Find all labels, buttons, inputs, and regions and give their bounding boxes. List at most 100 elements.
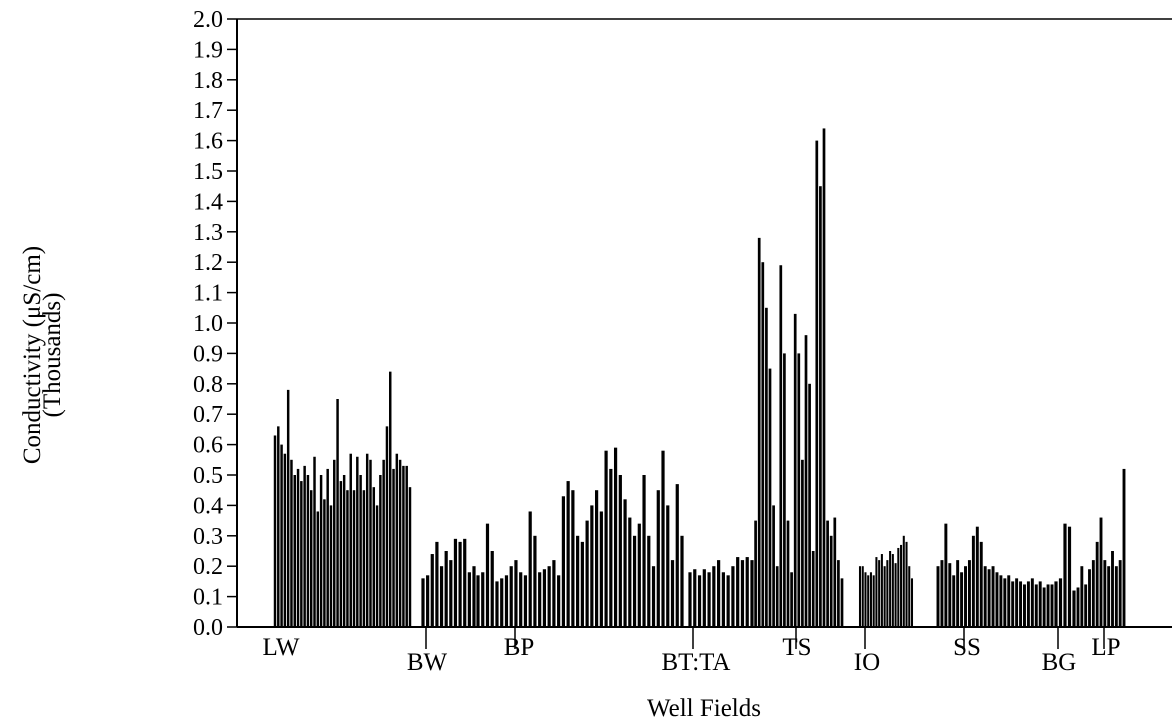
bar-ts xyxy=(815,140,819,627)
bar-ts xyxy=(808,383,811,627)
bar-bp xyxy=(680,535,684,627)
bar-lw xyxy=(379,475,382,627)
y-axis-title: Conductivity (μS/cm) xyxy=(19,246,46,464)
bar-btta xyxy=(721,572,725,627)
bar-io xyxy=(861,566,864,627)
bar-ss xyxy=(999,575,1003,627)
y-tick-label: 1.7 xyxy=(193,98,223,124)
bar-io xyxy=(910,578,914,627)
bar-bp xyxy=(476,575,480,627)
bar-ss xyxy=(964,566,967,627)
bar-bp xyxy=(595,490,599,627)
bar-bp xyxy=(675,484,679,627)
bar-bp xyxy=(604,450,608,627)
bar-lw xyxy=(329,505,333,627)
bar-ts xyxy=(757,237,761,627)
bar-lw xyxy=(336,399,339,627)
bar-lw xyxy=(309,490,313,627)
category-label-lp: LP xyxy=(1091,634,1120,661)
bar-ss xyxy=(995,572,999,627)
bar-lw xyxy=(362,490,366,627)
bar-bp xyxy=(552,560,556,627)
y-tick-label: 1.2 xyxy=(193,250,223,276)
bar-ss xyxy=(948,563,952,627)
bar-lw xyxy=(290,459,293,627)
bar-btta xyxy=(740,560,745,627)
bar-ts xyxy=(804,335,808,627)
bar-bp xyxy=(670,560,675,627)
bar-ts xyxy=(772,505,775,627)
bar-lw xyxy=(326,468,329,627)
category-label-bp: BP xyxy=(504,634,535,661)
bar-bp xyxy=(528,511,532,627)
bar-bp xyxy=(637,523,641,627)
bar-bp xyxy=(514,560,518,627)
bar-bp xyxy=(538,572,542,627)
bar-lp xyxy=(1084,584,1088,627)
bar-btta xyxy=(717,560,721,627)
bar-btta xyxy=(707,572,711,627)
bar-bw xyxy=(467,572,471,627)
bar-ts xyxy=(761,262,765,627)
y-tick-label: 2.0 xyxy=(193,7,223,33)
bar-lw xyxy=(342,475,346,627)
bar-btta xyxy=(726,575,730,627)
bar-lw xyxy=(316,511,320,627)
bar-ts xyxy=(837,560,840,627)
bar-bp xyxy=(590,505,594,627)
bar-btta xyxy=(745,557,749,627)
bar-bp xyxy=(561,496,565,627)
bar-ss xyxy=(1015,578,1019,627)
bar-ss xyxy=(1023,584,1026,627)
bar-io xyxy=(867,575,870,627)
bar-lw xyxy=(293,475,296,627)
bar-bw xyxy=(472,566,476,627)
bar-ts xyxy=(793,313,797,627)
bar-ts xyxy=(765,307,768,627)
bar-ss xyxy=(1050,584,1054,627)
bar-ss xyxy=(940,560,944,627)
bar-bg xyxy=(1072,590,1076,627)
bar-ts xyxy=(750,566,754,627)
bar-ss xyxy=(936,566,940,627)
bar-lp xyxy=(1088,569,1091,627)
bar-lp xyxy=(1122,468,1126,627)
bar-bp xyxy=(609,468,613,627)
bar-bp xyxy=(566,481,570,627)
bar-io xyxy=(878,560,881,627)
y-tick-label: 1.4 xyxy=(193,189,223,215)
bar-io xyxy=(886,560,889,627)
bar-lp xyxy=(1111,551,1114,627)
bar-io xyxy=(897,547,900,627)
bar-bw xyxy=(444,551,448,627)
bar-bp xyxy=(632,535,637,627)
bar-io xyxy=(869,572,872,627)
bar-ts xyxy=(768,368,772,627)
bar-lw xyxy=(296,468,300,627)
bar-ss xyxy=(1026,581,1030,627)
bar-lw xyxy=(359,475,362,627)
bar-bp xyxy=(509,566,513,627)
bar-lw xyxy=(375,505,379,627)
bar-bp xyxy=(666,505,670,627)
bar-ts xyxy=(754,520,757,627)
y-tick-label: 0.4 xyxy=(193,493,223,519)
y-tick-label: 1.5 xyxy=(193,159,223,185)
bar-io xyxy=(880,554,883,627)
bar-io xyxy=(900,544,903,627)
bar-io xyxy=(891,554,894,627)
y-tick-label: 1.9 xyxy=(193,37,223,63)
y-tick-label: 0.9 xyxy=(193,341,223,367)
bar-lw xyxy=(273,435,277,627)
bar-bp xyxy=(504,575,509,627)
y-tick-label: 1.6 xyxy=(193,129,223,155)
y-tick-label: 0.1 xyxy=(193,585,223,611)
bar-ss xyxy=(1046,584,1050,627)
y-tick-label: 1.3 xyxy=(193,220,223,246)
bar-ss xyxy=(1030,578,1034,627)
bar-bp xyxy=(618,475,622,627)
bar-lw xyxy=(286,389,290,627)
y-tick-label: 0.3 xyxy=(193,524,223,550)
bar-bp xyxy=(613,447,618,627)
bar-bp xyxy=(585,520,589,627)
